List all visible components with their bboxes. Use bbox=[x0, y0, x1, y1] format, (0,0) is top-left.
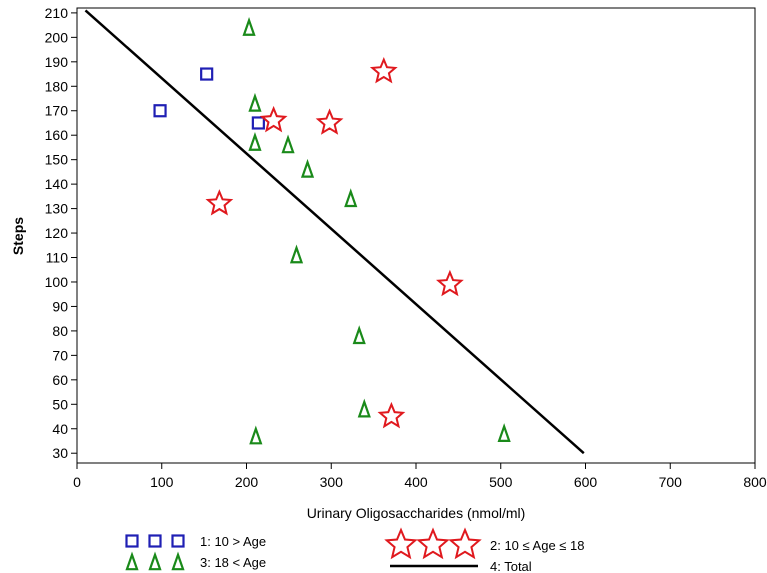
legend-label: 3: 18 < Age bbox=[200, 555, 266, 570]
y-tick-label: 90 bbox=[52, 298, 68, 314]
legend-item: 1: 10 > Age bbox=[125, 534, 266, 549]
x-tick-label: 500 bbox=[489, 474, 513, 490]
legend-star-swatch bbox=[416, 527, 450, 560]
x-axis-title: Urinary Oligosaccharides (nmol/ml) bbox=[307, 505, 526, 521]
y-tick-label: 190 bbox=[45, 54, 69, 70]
x-tick-label: 100 bbox=[150, 474, 174, 490]
star-point bbox=[205, 189, 234, 216]
legend-triangle-swatch bbox=[171, 551, 185, 571]
x-tick-label: 0 bbox=[73, 474, 81, 490]
legend-star-swatch bbox=[448, 527, 482, 560]
legend-label: 4: Total bbox=[490, 559, 532, 573]
triangle-point bbox=[289, 244, 304, 264]
triangle-point bbox=[357, 398, 371, 418]
legend-square-swatch bbox=[148, 534, 162, 548]
x-axis: 0 100 200 300 400 500 600 700 800 bbox=[73, 463, 767, 490]
triangle-point bbox=[352, 325, 366, 345]
legend-triangle-swatch bbox=[148, 551, 162, 571]
legend-label: 1: 10 > Age bbox=[200, 534, 266, 549]
star-point bbox=[377, 401, 406, 429]
triangle-point bbox=[248, 92, 262, 112]
plot-frame bbox=[76, 7, 756, 464]
square-point bbox=[251, 116, 265, 130]
y-axis-title: Steps bbox=[10, 217, 26, 255]
x-tick-label: 600 bbox=[574, 474, 598, 490]
legend-item: 4: Total bbox=[390, 559, 532, 573]
y-tick-label: 120 bbox=[45, 225, 69, 241]
total-fit-line bbox=[84, 9, 585, 455]
triangle-point bbox=[344, 188, 358, 208]
legend-square-swatch bbox=[171, 534, 185, 548]
y-tick-label: 140 bbox=[45, 176, 69, 192]
data-points bbox=[84, 9, 585, 455]
x-tick-label: 300 bbox=[320, 474, 344, 490]
star-point bbox=[259, 105, 288, 133]
x-tick-label: 700 bbox=[659, 474, 683, 490]
square-point bbox=[153, 104, 167, 118]
star-point bbox=[436, 269, 464, 297]
y-tick-label: 200 bbox=[45, 29, 69, 45]
triangle-point bbox=[242, 17, 256, 36]
x-tick-label: 400 bbox=[404, 474, 428, 490]
legend-triangle-swatch bbox=[125, 551, 139, 571]
y-tick-label: 40 bbox=[52, 421, 68, 437]
y-tick-label: 210 bbox=[45, 5, 69, 21]
x-tick-label: 800 bbox=[743, 474, 767, 490]
y-tick-label: 170 bbox=[45, 103, 69, 119]
x-tick-label: 200 bbox=[235, 474, 259, 490]
y-tick-label: 60 bbox=[52, 372, 68, 388]
legend-star-swatch bbox=[384, 527, 418, 560]
y-tick-label: 50 bbox=[52, 396, 68, 412]
triangle-point bbox=[248, 132, 262, 151]
triangle-point bbox=[497, 423, 511, 442]
legend-label: 2: 10 ≤ Age ≤ 18 bbox=[490, 538, 585, 553]
y-tick-label: 100 bbox=[45, 274, 69, 290]
y-tick-label: 80 bbox=[52, 323, 68, 339]
y-tick-label: 160 bbox=[45, 127, 69, 143]
triangle-point bbox=[300, 158, 315, 178]
star-point bbox=[315, 108, 344, 135]
y-tick-label: 70 bbox=[52, 347, 68, 363]
square-point bbox=[200, 67, 214, 81]
triangle-point bbox=[249, 425, 263, 445]
y-tick-label: 30 bbox=[52, 445, 68, 461]
y-tick-label: 150 bbox=[45, 152, 69, 168]
legend: 1: 10 > Age 3: 18 < Age 2: 10 ≤ Age ≤ 18 4:… bbox=[125, 527, 585, 573]
legend-item: 2: 10 ≤ Age ≤ 18 bbox=[384, 527, 585, 560]
legend-item: 3: 18 < Age bbox=[125, 551, 266, 571]
y-axis: 30 40 50 60 70 80 90 100 110 120 130 140 150 160 170 18… bbox=[45, 5, 77, 461]
legend-square-swatch bbox=[125, 534, 139, 548]
y-tick-label: 110 bbox=[46, 250, 69, 266]
star-point bbox=[369, 56, 398, 84]
triangle-point bbox=[281, 134, 295, 154]
y-tick-label: 180 bbox=[45, 78, 69, 94]
y-tick-label: 130 bbox=[45, 201, 69, 217]
